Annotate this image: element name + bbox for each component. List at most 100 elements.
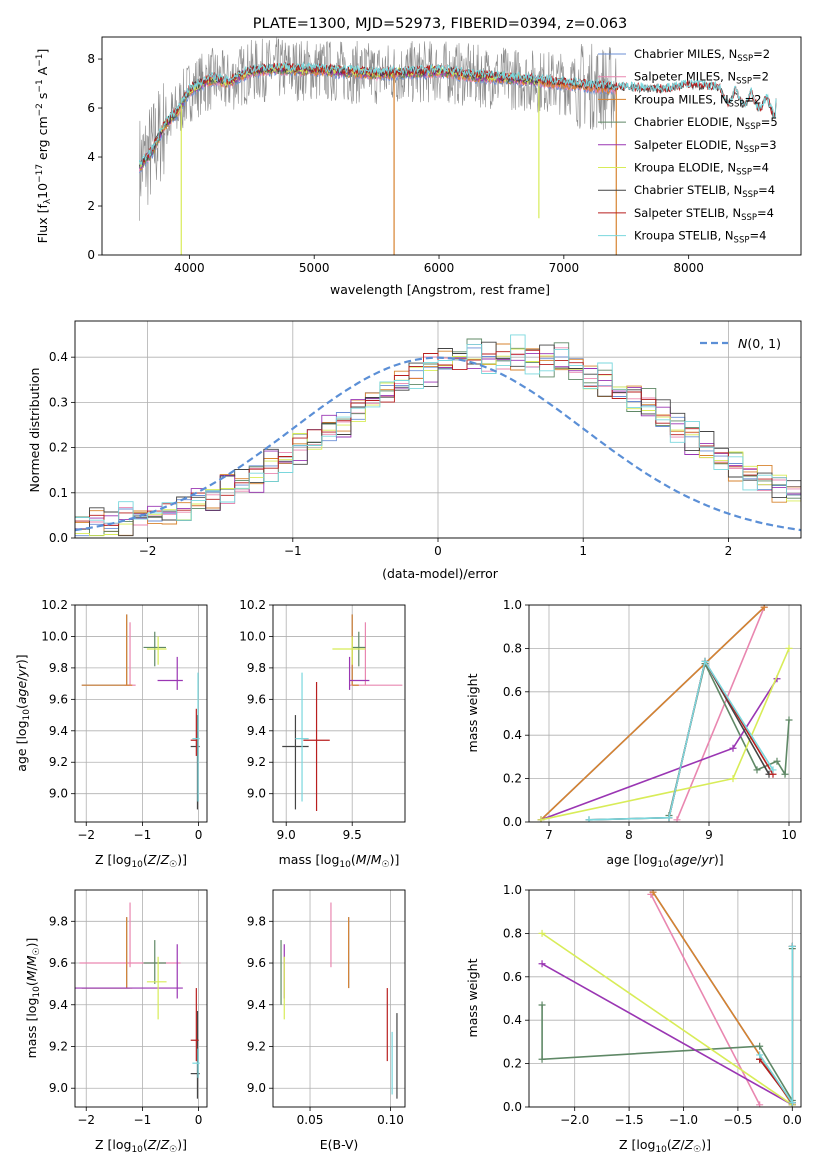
- label-fragment: 10: [131, 1145, 143, 1155]
- legend-label: Kroupa STELIB, NSSP=4: [634, 229, 766, 246]
- axes-frame: [101, 36, 802, 256]
- x-axis-label: mass [log10(M/M☉)]: [279, 852, 400, 870]
- label-fragment: Z [log: [619, 1137, 655, 1152]
- legend-label: Chabrier STELIB, NSSP=4: [634, 183, 775, 200]
- label-fragment: (: [24, 981, 39, 986]
- chart-title: PLATE=1300, MJD=52973, FIBERID=0394, z=0…: [253, 16, 627, 32]
- weight-marker: [729, 775, 737, 783]
- legend-label: N(0, 1): [738, 336, 781, 351]
- label-fragment: ☉: [693, 1145, 701, 1155]
- histogram-salpeter-miles: [75, 344, 801, 526]
- x-tick-label: 5000: [299, 261, 330, 275]
- x-tick-label: 4000: [174, 261, 205, 275]
- x-tick-label: 1: [579, 544, 587, 558]
- label-fragment: M: [24, 955, 39, 966]
- weight-marker: [537, 816, 545, 822]
- label-fragment: Z: [671, 1137, 681, 1152]
- label-fragment: age: [674, 852, 698, 867]
- x-axis-label: Z [log10(Z/Z☉)]: [619, 1137, 711, 1155]
- weight-marker: [760, 605, 768, 611]
- weight-marker: [788, 942, 796, 950]
- legend-label-text: Salpeter MILES, N: [634, 70, 736, 84]
- y-tick-label: 9.0: [247, 787, 266, 801]
- weight-line-kroupa-stelib: [588, 659, 774, 821]
- label-fragment: /: [24, 965, 39, 970]
- weight-marker: [538, 929, 546, 937]
- panel-1: 4000 5000 6000 7000 8000 0 2 4 6 8 Chabrier MILES,…: [87, 36, 802, 275]
- axes-frame: [74, 320, 802, 539]
- legend-label-text: Kroupa STELIB, N: [634, 229, 734, 243]
- label-fragment: Z: [147, 1137, 157, 1152]
- label-fragment: /: [367, 852, 372, 867]
- plot-area: [529, 890, 801, 1107]
- x-axis-label: wavelength [Angstrom, rest frame]: [330, 282, 550, 297]
- y-tick-label: 9.8: [49, 661, 68, 675]
- label-fragment: M: [24, 970, 39, 981]
- plot-area: [138, 37, 777, 255]
- y-tick-label: 0.4: [49, 350, 68, 364]
- y-tick-label: 9.2: [247, 1039, 266, 1053]
- y-tick-label: 9.2: [49, 1039, 68, 1053]
- label-fragment: Z: [160, 852, 170, 867]
- x-tick-label: −0.5: [723, 1113, 752, 1127]
- y-axis-label: Normed distribution: [27, 368, 42, 493]
- label-fragment: (: [667, 1137, 672, 1152]
- weight-marker: [585, 816, 593, 822]
- y-tick-label: 10.2: [41, 598, 68, 612]
- label-fragment: ☉: [382, 860, 390, 870]
- x-tick-label: 9.5: [343, 828, 362, 842]
- label-fragment: )]: [24, 938, 39, 948]
- label-fragment: /: [14, 676, 29, 681]
- plot-area: [273, 890, 405, 1107]
- label-fragment: −2: [35, 103, 45, 116]
- x-tick-label: −2.0: [560, 1113, 589, 1127]
- y-tick-label: 6: [87, 101, 95, 115]
- weight-marker: [756, 1042, 764, 1050]
- label-fragment: mass [log: [279, 852, 340, 867]
- x-tick-label: −2: [139, 544, 157, 558]
- y-tick-label: 0.8: [503, 641, 522, 655]
- x-tick-label: −2: [77, 828, 95, 842]
- label-fragment: −1: [35, 54, 45, 67]
- legend-label-suffix: =4: [749, 229, 766, 243]
- y-tick-label: 10.0: [239, 629, 266, 643]
- y-tick-label: 9.8: [49, 914, 68, 928]
- label-fragment: M: [371, 852, 382, 867]
- label-fragment: (: [14, 704, 29, 709]
- label-fragment: 10: [339, 860, 351, 870]
- legend-label-sub: SSP: [737, 54, 753, 64]
- legend-label-sub: SSP: [736, 77, 752, 87]
- x-tick-label: 8000: [673, 261, 704, 275]
- x-tick-label: 6000: [424, 261, 455, 275]
- weight-marker: [673, 816, 681, 822]
- x-tick-label: 7000: [549, 261, 580, 275]
- y-tick-label: 9.4: [247, 998, 266, 1012]
- label-fragment: )]: [14, 654, 29, 664]
- label-fragment: 10: [22, 709, 32, 721]
- weight-line-salpeter-elodie: [540, 678, 778, 821]
- x-axis-label: E(B-V): [320, 1137, 359, 1152]
- weight-marker: [649, 890, 657, 896]
- x-axis-label: Z [log10(Z/Z☉)]: [95, 1137, 187, 1155]
- label-fragment: age: [14, 681, 29, 705]
- weight-marker: [538, 960, 546, 968]
- label-fragment: s: [35, 93, 50, 104]
- axes-frame: [272, 604, 406, 823]
- panel-7: 0.05 0.10 9.0 9.2 9.4 9.6 9.8: [247, 889, 406, 1127]
- y-tick-label: 10.2: [239, 598, 266, 612]
- label-fragment: yr: [700, 852, 714, 867]
- legend-label-text: Chabrier MILES, N: [634, 47, 737, 61]
- panel-5: 7 8 9 10 0.0 0.2 0.4 0.6 0.8 1.0: [503, 598, 802, 842]
- label-fragment: 10: [658, 860, 670, 870]
- legend-label-text: Salpeter STELIB, N: [634, 206, 741, 220]
- x-tick-label: 8: [625, 828, 633, 842]
- y-tick-label: 0.2: [49, 441, 68, 455]
- y-tick-label: 9.4: [49, 998, 68, 1012]
- panel-8: −2.0 −1.5 −1.0 −0.5 0.0 0.0 0.2 0.4 0.6 0.8 1.0: [503, 883, 802, 1127]
- x-tick-label: 0.05: [297, 1113, 324, 1127]
- label-fragment: 10: [35, 183, 50, 199]
- label-fragment: (: [143, 852, 148, 867]
- histogram-salpeter-elodie: [75, 353, 801, 530]
